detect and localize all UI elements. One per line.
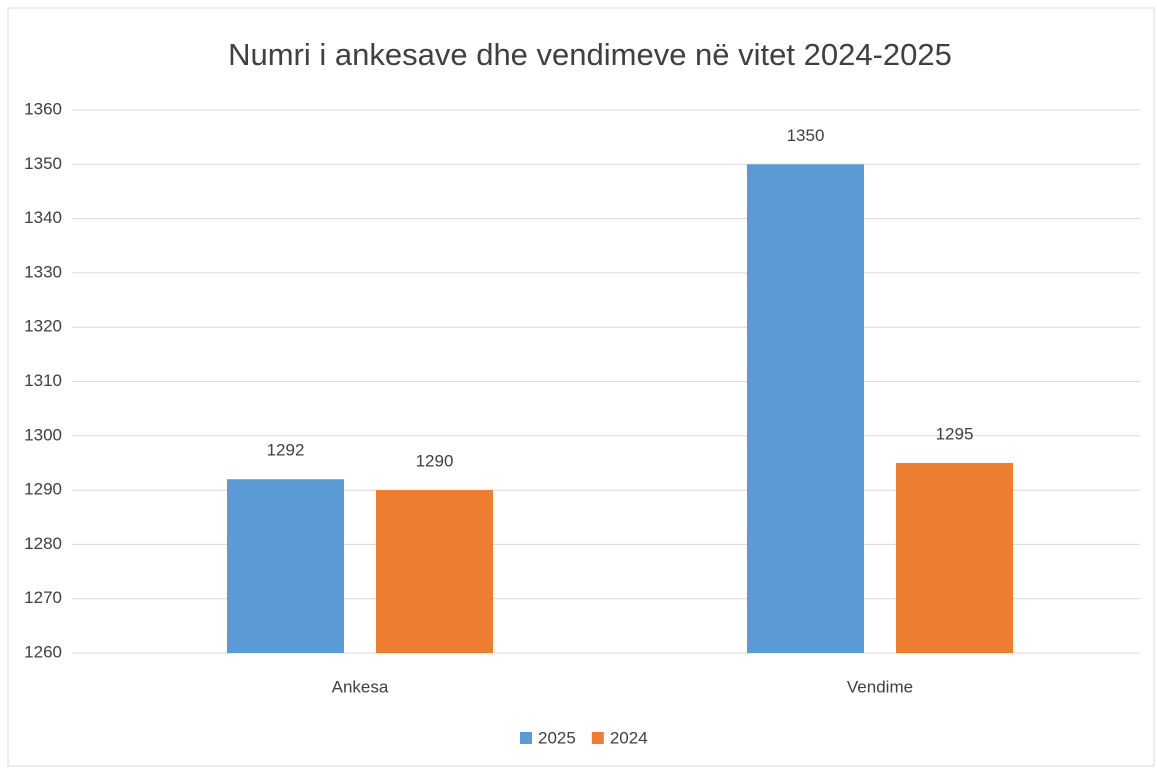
y-tick-label: 1290 xyxy=(24,480,62,499)
y-tick-label: 1350 xyxy=(24,154,62,173)
x-tick-label: Ankesa xyxy=(332,677,389,696)
y-tick-label: 1270 xyxy=(24,588,62,607)
bar xyxy=(747,164,864,654)
data-label: 1292 xyxy=(267,441,305,460)
y-tick-label: 1310 xyxy=(24,371,62,390)
y-tick-label: 1330 xyxy=(24,262,62,281)
legend-swatch xyxy=(520,732,532,744)
x-tick-label: Vendime xyxy=(847,677,913,696)
legend-label: 2025 xyxy=(538,728,576,747)
bar xyxy=(376,490,493,653)
bar xyxy=(227,479,344,653)
legend-label: 2024 xyxy=(610,728,648,747)
y-tick-label: 1340 xyxy=(24,208,62,227)
chart-title: Numri i ankesave dhe vendimeve në vitet … xyxy=(228,37,952,72)
bar xyxy=(896,462,1013,653)
y-tick-label: 1300 xyxy=(24,425,62,444)
y-tick-label: 1260 xyxy=(24,642,62,661)
data-label: 1350 xyxy=(787,126,825,145)
y-tick-label: 1360 xyxy=(24,99,62,118)
y-tick-label: 1320 xyxy=(24,317,62,336)
data-label: 1290 xyxy=(416,452,454,471)
y-tick-label: 1280 xyxy=(24,534,62,553)
data-label: 1295 xyxy=(936,424,974,443)
legend-swatch xyxy=(591,732,604,744)
